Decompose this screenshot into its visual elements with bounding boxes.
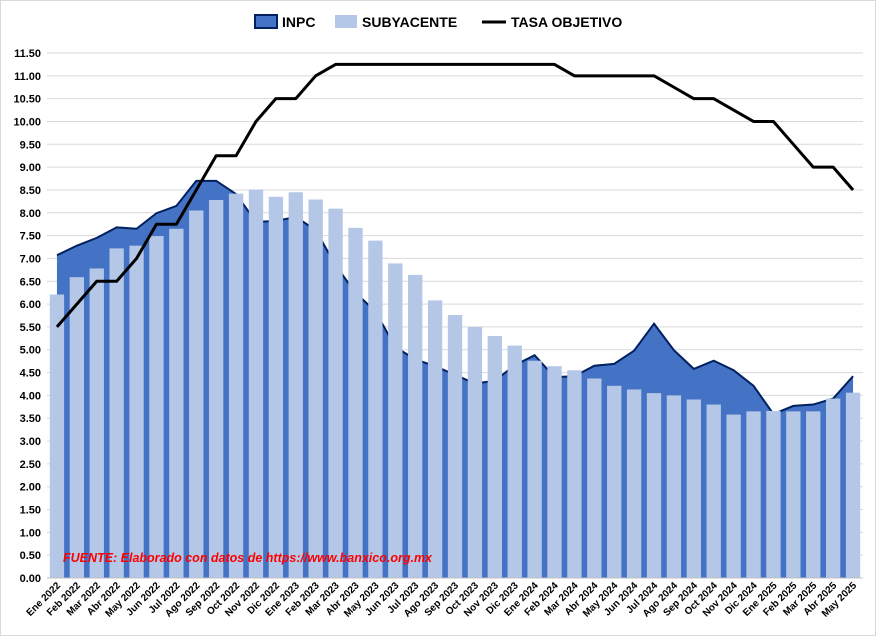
y-tick-label: 0.50	[20, 550, 41, 562]
subyacente-bar	[607, 385, 622, 578]
subyacente-bar	[845, 392, 861, 578]
source-note: FUENTE: Elaborado con datos de https://w…	[63, 551, 433, 565]
subyacente-bar	[746, 411, 761, 578]
y-tick-label: 10.00	[13, 116, 41, 128]
subyacente-bar	[328, 208, 343, 578]
tasa-objetivo-line	[55, 62, 855, 328]
subyacente-bar	[49, 294, 65, 578]
subyacente-bar	[646, 393, 662, 578]
subyacente-bar	[288, 192, 303, 578]
y-tick-label: 3.00	[20, 436, 41, 448]
subyacente-bar	[408, 274, 423, 578]
subyacente-bar	[69, 277, 85, 578]
tasa-objetivo-path	[55, 62, 855, 328]
subyacente-bar	[567, 370, 582, 578]
subyacente-bar	[228, 193, 244, 578]
subyacente-bar	[527, 360, 542, 578]
subyacente-bar	[626, 389, 642, 578]
y-tick-label: 6.50	[20, 276, 41, 288]
y-tick-label: 2.50	[20, 459, 41, 471]
y-tick-label: 9.50	[20, 139, 41, 151]
subyacente-bar	[189, 210, 204, 578]
y-tick-label: 5.00	[20, 345, 41, 357]
subyacente-bar	[427, 300, 443, 578]
legend-tasa-label: TASA OBJETIVO	[511, 14, 622, 30]
y-tick-label: 8.50	[20, 185, 41, 197]
subyacente-bars	[49, 189, 861, 579]
y-tick-label: 10.50	[13, 94, 41, 106]
subyacente-bar	[766, 410, 781, 578]
subyacente-bar	[89, 268, 104, 578]
subyacente-bar	[447, 315, 463, 578]
subyacente-bar	[348, 227, 363, 578]
y-tick-label: 7.50	[20, 231, 41, 243]
subyacente-bar	[507, 345, 522, 578]
y-tick-label: 0.00	[20, 573, 41, 585]
y-tick-label: 11.00	[14, 71, 41, 83]
legend-inpc-swatch	[254, 14, 278, 29]
subyacente-bar	[706, 404, 721, 578]
legend-subyacente-label: SUBYACENTE	[362, 14, 457, 30]
subyacente-bar	[368, 240, 383, 578]
y-tick-label: 9.00	[20, 162, 41, 174]
y-tick-label: 3.50	[20, 413, 41, 425]
subyacente-bar	[388, 263, 403, 578]
subyacente-bar	[467, 326, 483, 578]
y-tick-label: 8.00	[20, 208, 41, 220]
y-tick-label: 6.00	[20, 299, 41, 311]
y-tick-label: 4.00	[20, 390, 41, 402]
subyacente-bar	[149, 236, 164, 578]
subyacente-bar	[587, 378, 602, 578]
y-tick-label: 1.50	[20, 505, 41, 517]
subyacente-bar	[129, 245, 144, 579]
subyacente-bar	[109, 248, 124, 579]
subyacente-bar	[209, 200, 224, 578]
subyacente-bar	[726, 414, 741, 578]
y-tick-label: 4.50	[20, 368, 41, 380]
subyacente-bar	[487, 336, 502, 578]
subyacente-bar	[686, 399, 701, 578]
subyacente-bar	[825, 398, 841, 578]
y-tick-label: 1.00	[20, 527, 41, 539]
subyacente-bar	[806, 411, 821, 578]
legend: INPC SUBYACENTE TASA OBJETIVO	[254, 14, 622, 30]
legend-inpc-label: INPC	[282, 14, 315, 30]
subyacente-bar	[268, 196, 284, 578]
y-tick-label: 5.50	[20, 322, 41, 334]
subyacente-bar	[248, 189, 264, 578]
legend-subyacente-swatch	[335, 15, 357, 28]
y-axis-ticks: 0.00 0.50 1.00 1.50 2.00 2.50 3.00 3.50 4.00 4.50…	[13, 48, 41, 585]
y-tick-label: 2.00	[20, 482, 41, 494]
subyacente-bar	[169, 228, 184, 578]
subyacente-bar	[308, 199, 323, 579]
y-tick-label: 7.00	[20, 253, 41, 265]
subyacente-bar	[547, 366, 562, 578]
y-tick-label: 11.50	[14, 48, 41, 60]
subyacente-bar	[786, 411, 801, 578]
subyacente-bar	[666, 395, 682, 578]
